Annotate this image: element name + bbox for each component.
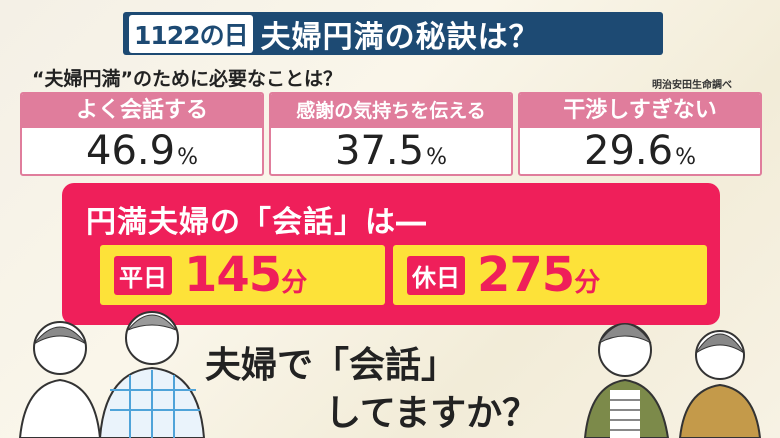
stat-value: 46.9 [86,128,176,174]
man-figure-icon [98,311,206,438]
stat-label: よく会話する [22,94,262,128]
question-line-2: してますか？ [325,393,539,434]
stat-value: 37.5 [335,128,425,174]
woman-figure-icon [18,321,102,438]
weekday-box: 平日 145分 [100,245,385,305]
worried-couple-illustration [583,323,762,438]
stat-card-gratitude: 感謝の気持ちを伝える 37.5% [269,92,513,176]
holiday-label: 休日 [407,255,465,295]
subtitle: “夫婦円満”のために必要なことは？ [32,68,342,90]
weekday-label: 平日 [114,255,172,295]
stat-card-conversation: よく会話する 46.9% [20,92,264,176]
weekday-value: 145 [184,247,282,303]
stat-card-interference: 干渉しすぎない 29.6% [518,92,762,176]
man-figure-icon [583,323,670,438]
happy-couple-illustration [18,311,206,438]
title-text: 夫婦円満の秘訣は？ [260,19,540,55]
woman-figure-icon [678,330,762,438]
title-banner: 1122の日 夫婦円満の秘訣は？ [123,12,663,55]
stat-unit: % [426,145,447,170]
stat-unit: % [675,145,696,170]
stat-label: 干渉しすぎない [520,94,760,128]
stat-value: 29.6 [584,128,674,174]
weekday-unit: 分 [281,268,307,298]
title-tag: 1122の日 [129,14,253,53]
stat-label: 感謝の気持ちを伝える [271,94,511,128]
source-note: 明治安田生命調べ [652,80,732,91]
conversation-heading: 円満夫婦の「会話」は― [86,205,427,240]
holiday-unit: 分 [574,268,600,298]
question-line-1: 夫婦で「会話」 [205,345,458,386]
stat-unit: % [177,145,198,170]
holiday-box: 休日 275分 [393,245,707,305]
holiday-value: 275 [477,247,575,303]
